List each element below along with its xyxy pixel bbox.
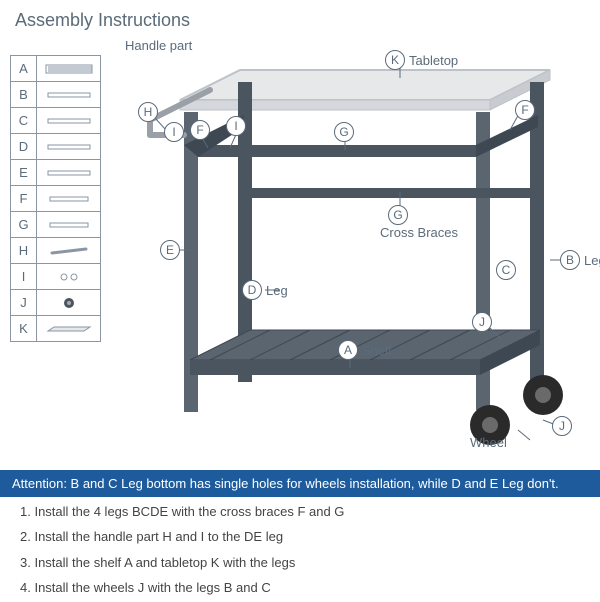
part-d-icon [37, 134, 101, 160]
step-2: 2. Install the handle part H and I to th… [20, 525, 580, 548]
callout-j2: J [552, 416, 572, 436]
callout-b: B Leg [560, 250, 600, 270]
part-letter: F [11, 186, 37, 212]
part-letter: B [11, 82, 37, 108]
page-title: Assembly Instructions [15, 10, 190, 31]
part-e-icon [37, 160, 101, 186]
part-letter: I [11, 264, 37, 290]
part-f-icon [37, 186, 101, 212]
callout-g1: G [334, 122, 354, 142]
part-h-icon [37, 238, 101, 264]
callout-k: K Tabletop [385, 50, 458, 70]
callout-crossbraces: Cross Braces [380, 225, 458, 240]
part-letter: C [11, 108, 37, 134]
callout-f2: F [190, 120, 210, 140]
callout-j1: J [472, 312, 492, 332]
part-g-icon [37, 212, 101, 238]
callout-c: C [496, 260, 516, 280]
part-letter: K [11, 316, 37, 342]
part-letter: E [11, 160, 37, 186]
handle-part-label: Handle part [125, 38, 192, 53]
callout-a: A Shelf [338, 340, 392, 360]
callout-g2: G [388, 205, 408, 225]
parts-table: A B C D E F G H I J K [10, 55, 101, 342]
callout-h: H [138, 102, 158, 122]
attention-banner: Attention: B and C Leg bottom has single… [0, 470, 600, 497]
part-j-icon [37, 290, 101, 316]
callout-d: D Leg [242, 280, 288, 300]
step-4: 4. Install the wheels J with the legs B … [20, 576, 580, 599]
assembly-steps: 1. Install the 4 legs BCDE with the cros… [20, 500, 580, 602]
part-letter: H [11, 238, 37, 264]
part-letter: G [11, 212, 37, 238]
part-i-icon [37, 264, 101, 290]
part-letter: A [11, 56, 37, 82]
step-1: 1. Install the 4 legs BCDE with the cros… [20, 500, 580, 523]
step-3: 3. Install the shelf A and tabletop K wi… [20, 551, 580, 574]
part-letter: J [11, 290, 37, 316]
part-b-icon [37, 82, 101, 108]
part-a-icon [37, 56, 101, 82]
part-c-icon [37, 108, 101, 134]
callout-i1: I [164, 122, 184, 142]
cart-diagram: Handle part [120, 30, 590, 470]
part-letter: D [11, 134, 37, 160]
part-k-icon [37, 316, 101, 342]
callout-wheel: Wheel [470, 435, 507, 450]
callout-i2: I [226, 116, 246, 136]
callout-f1: F [515, 100, 535, 120]
cart-svg [120, 30, 590, 470]
callout-e: E [160, 240, 180, 260]
